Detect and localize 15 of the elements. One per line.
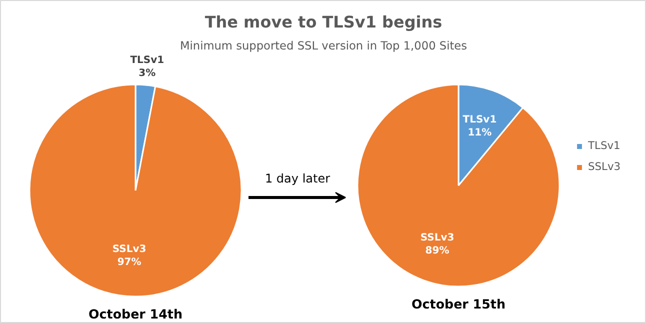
text: Minimum supported SSL version in Top 1,000 Sites [180, 38, 468, 52]
slice-label: SSLv3 [420, 232, 454, 244]
slice-label: TLSv1 [462, 114, 497, 126]
text: October 14th [88, 306, 182, 322]
data-label: 11% [468, 128, 492, 139]
text: 1 day later [264, 172, 330, 186]
text: October 15th [412, 296, 506, 312]
slice-label: TLSv1 [130, 54, 164, 66]
legend-label: SSLv3 [588, 160, 621, 173]
legend-label: TLSv1 [588, 139, 620, 152]
data-label: 89% [425, 246, 450, 257]
text: The move to TLSv1 begins [204, 12, 442, 32]
slice-label: SSLv3 [112, 244, 146, 255]
data-label: 3% [138, 68, 156, 80]
data-label: 97% [117, 257, 142, 268]
